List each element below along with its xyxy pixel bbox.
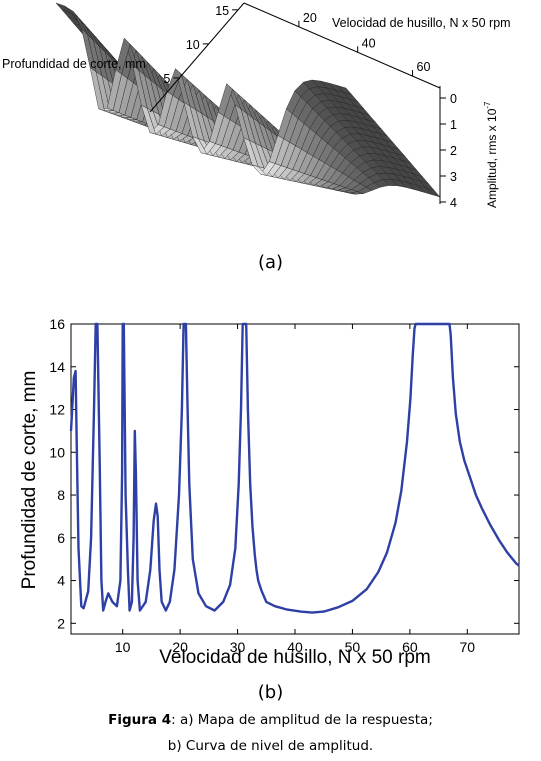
amplitude-tick-label: 0	[450, 92, 457, 106]
amplitude-ticks: 0 1 2 3 4	[440, 92, 457, 210]
x-tick-label: 30	[230, 639, 246, 655]
speed-ticks: 20 40 60	[298, 11, 431, 77]
depth-tick-label: 15	[215, 4, 229, 18]
amplitude-tick-label: 4	[450, 196, 457, 210]
x-tick-label: 70	[460, 639, 476, 655]
x-tick-label: 20	[172, 639, 188, 655]
y-tick-label: 10	[49, 444, 65, 460]
speed-tick-label: 40	[362, 36, 376, 50]
y-tick-label: 14	[49, 359, 65, 375]
y-tick-label: 16	[49, 316, 65, 332]
y-tick-label: 2	[57, 615, 65, 631]
plot-frame	[70, 323, 520, 635]
y-axis-label: Profundidad de corte, mm	[19, 371, 40, 590]
surface-mesh	[55, 2, 441, 198]
amplitude-tick-label: 2	[450, 144, 457, 158]
depth-axis-line	[149, 2, 245, 113]
amplitude-tick-label: 1	[450, 118, 457, 132]
speed-axis-line	[243, 2, 441, 89]
figure-caption-line-1: Figura 4: a) Mapa de amplitud de la resp…	[0, 712, 541, 728]
panel-a-label: (a)	[257, 252, 284, 273]
depth-tick-label: 10	[186, 38, 200, 52]
surface-plot: 5 10 15 20 40 60 0 1 2 3 4 Velocidad de husillo,…	[2, 2, 511, 210]
x-tick-label: 10	[115, 639, 131, 655]
figure-caption-line-2: b) Curva de nivel de amplitud.	[167, 738, 374, 754]
x-tick-label: 50	[345, 639, 361, 655]
x-axis-label: Velocidad de husillo, N x 50 rpm	[159, 647, 430, 668]
speed-tick-label: 20	[303, 11, 317, 25]
y-tick-label: 4	[57, 573, 65, 589]
depth-ticks: 5 10 15	[163, 4, 239, 86]
x-tick-label: 60	[402, 639, 418, 655]
y-tick-label: 12	[49, 402, 65, 418]
x-tick-label: 40	[287, 639, 303, 655]
y-tick-label: 8	[57, 487, 65, 503]
speed-axis-label: Velocidad de husillo, N x 50 rpm	[332, 16, 511, 30]
surface-facet	[55, 2, 72, 14]
speed-tick-label: 60	[417, 60, 431, 74]
figure-number: Figura 4	[108, 712, 172, 728]
y-tick-label: 6	[57, 530, 65, 546]
depth-axis-label: Profundidad de corte, mm	[2, 57, 146, 71]
caption-part-a: : a) Mapa de amplitud de la respuesta;	[171, 712, 433, 728]
depth-tick-label: 5	[163, 72, 170, 86]
amplitude-level-curve	[69, 322, 520, 614]
amplitude-tick-label: 3	[450, 170, 457, 184]
amplitude-axis-label: Amplitud, rms x 10-7	[483, 101, 499, 208]
contour-line-plot: 10 20 30 40 50 60 70 2 4 6 8 10 12 14 16 Profundidad d…	[19, 316, 520, 668]
amplitude-axis-exponent: -7	[483, 101, 492, 109]
panel-b-label: (b)	[257, 682, 284, 703]
